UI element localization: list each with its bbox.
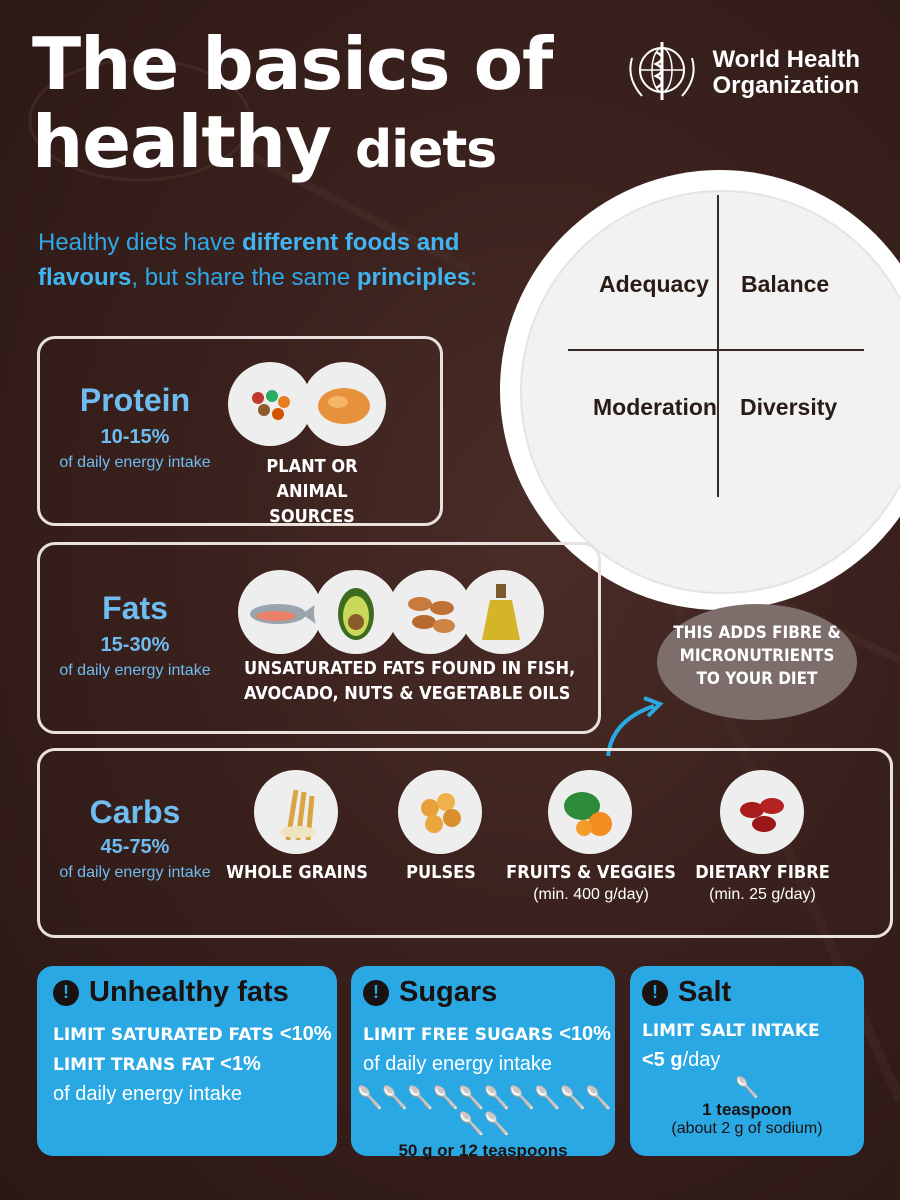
plate-divider-v — [717, 195, 719, 497]
whole-grains-label: WHOLE GRAINS — [226, 862, 368, 883]
fats-note: of daily energy intake — [59, 662, 211, 679]
page-title: The basics of healthy diets — [32, 22, 553, 184]
warning-icon: ! — [53, 979, 79, 1006]
teaspoons-icon: 🥄🥄🥄🥄🥄🥄🥄🥄🥄🥄🥄🥄 — [356, 1085, 612, 1136]
plate-adequacy: Adequacy — [599, 271, 709, 297]
sugars-title: ! Sugars — [351, 966, 615, 1009]
protein-note: of daily energy intake — [59, 454, 211, 471]
salt-limits: LIMIT SALT INTAKE <5 g/day — [642, 1021, 820, 1071]
fruits-veggies-sub: (min. 400 g/day) — [533, 886, 649, 903]
salt-sodium: (about 2 g of sodium) — [671, 1119, 823, 1137]
salt-teaspoon: 1 teaspoon — [702, 1099, 792, 1119]
protein-box — [37, 336, 443, 526]
protein-range: 10-15% — [100, 426, 170, 448]
plate-divider-h — [568, 349, 864, 351]
oil-icon — [460, 570, 544, 654]
plate-inner — [520, 190, 900, 594]
pulses-label: PULSES — [406, 862, 476, 883]
carbs-box — [37, 748, 893, 938]
fish-icon — [238, 570, 322, 654]
sugars-amount: 50 g or 12 teaspoons — [398, 1141, 568, 1160]
warning-icon: ! — [642, 979, 668, 1006]
nuts-icon — [388, 570, 472, 654]
dietary-fibre-sub: (min. 25 g/day) — [709, 886, 816, 903]
chickpeas-icon — [398, 770, 482, 854]
protein-title: Protein — [79, 382, 191, 418]
unhealthy-fats-card: ! Unhealthy fats LIMIT SATURATED FATS <10… — [37, 966, 337, 1156]
legumes-icon — [228, 362, 312, 446]
beans-icon — [720, 770, 804, 854]
sugars-limits: LIMIT FREE SUGARS <10% of daily energy i… — [363, 1023, 611, 1075]
carbs-note: of daily energy intake — [59, 864, 211, 881]
unhealthy-fats-title: ! Unhealthy fats — [37, 966, 337, 1009]
fibre-note-bubble: THIS ADDS FIBRE & MICRONUTRIENTS TO YOUR D… — [657, 604, 857, 720]
fruits-veggies-label: FRUITS & VEGGIES — [506, 862, 676, 883]
who-logo: World Health Organization — [622, 38, 860, 108]
fats-title: Fats — [102, 590, 168, 626]
plate-balance: Balance — [741, 271, 830, 297]
salt-title: ! Salt — [630, 966, 864, 1009]
avocado-icon — [314, 570, 398, 654]
fats-range: 15-30% — [100, 634, 170, 656]
salt-card: ! Salt LIMIT SALT INTAKE <5 g/day 🥄 1 tea… — [630, 966, 864, 1156]
intro-text: Healthy diets have different foods and f… — [38, 229, 477, 291]
plate-moderation: Moderation — [593, 394, 717, 420]
teaspoon-icon: 🥄 — [734, 1076, 760, 1099]
who-emblem-icon — [629, 42, 696, 100]
protein-desc: PLANT OR ANIMAL SOURCES — [266, 456, 358, 528]
unhealthy-fats-limits: LIMIT SATURATED FATS <10% LIMIT TRANS FA… — [53, 1023, 332, 1105]
wheat-icon — [254, 770, 338, 854]
carbs-title: Carbs — [89, 794, 181, 830]
vegetables-icon — [548, 770, 632, 854]
dietary-fibre-label: DIETARY FIBRE — [695, 862, 830, 883]
chicken-icon — [302, 362, 386, 446]
who-name: World Health Organization — [712, 45, 860, 99]
warning-icon: ! — [363, 979, 389, 1006]
fats-box — [37, 542, 601, 734]
sugars-card: ! Sugars LIMIT FREE SUGARS <10% of daily … — [351, 966, 615, 1160]
fats-desc: UNSATURATED FATS FOUND IN FISH, AVOCADO, … — [244, 658, 576, 705]
carbs-range: 45-75% — [100, 836, 170, 858]
plate-diversity: Diversity — [740, 394, 838, 420]
